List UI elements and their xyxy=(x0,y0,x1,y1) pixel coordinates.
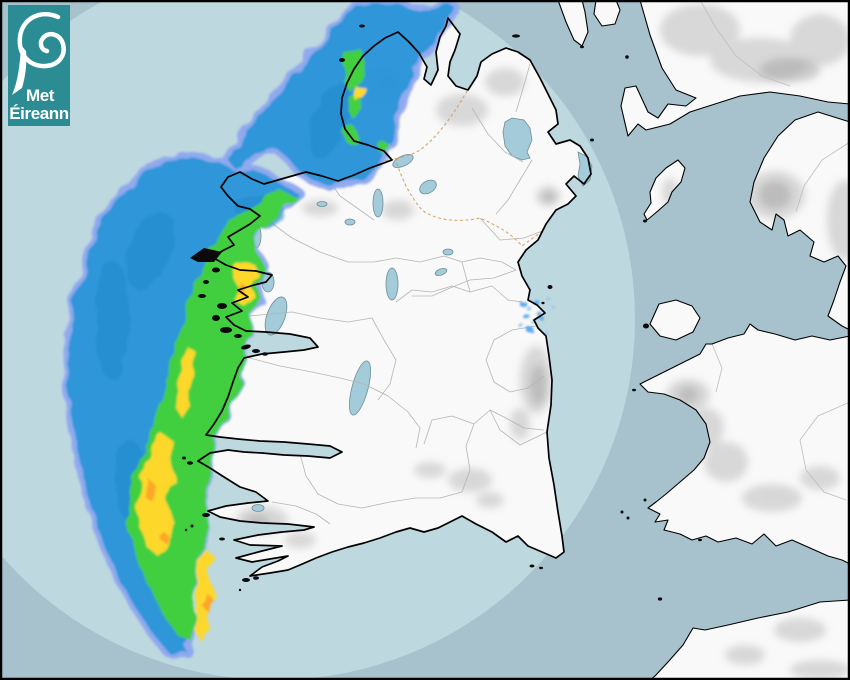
lough-gill xyxy=(316,201,328,207)
lough-erne-upper xyxy=(419,179,437,195)
county-borders xyxy=(225,63,548,525)
rain-shower-cells-dublin xyxy=(519,299,555,334)
lough-sheelin xyxy=(442,248,454,256)
logo-text-met: Met xyxy=(26,86,55,105)
lough-neagh xyxy=(502,117,533,161)
lough-ree xyxy=(385,267,399,301)
lough-key xyxy=(344,218,356,226)
offshore-islands xyxy=(182,24,702,601)
lough-derravaragh xyxy=(434,268,448,276)
rainfall-layer xyxy=(63,0,555,657)
lough-leane xyxy=(251,504,265,512)
lough-corrib xyxy=(264,296,288,336)
lough-erne-lower xyxy=(392,154,414,168)
lough-allen xyxy=(372,188,384,218)
terrain-shading-dark xyxy=(246,58,820,529)
britain-region-borders xyxy=(699,0,850,501)
met-eireann-logo: Met Éireann xyxy=(8,5,70,126)
rain-heavy xyxy=(136,86,366,642)
rain-very-heavy xyxy=(144,282,247,614)
logo-text-eireann: Éireann xyxy=(9,104,69,123)
met-eireann-swirl-icon xyxy=(12,11,66,95)
lough-derg xyxy=(349,360,371,416)
